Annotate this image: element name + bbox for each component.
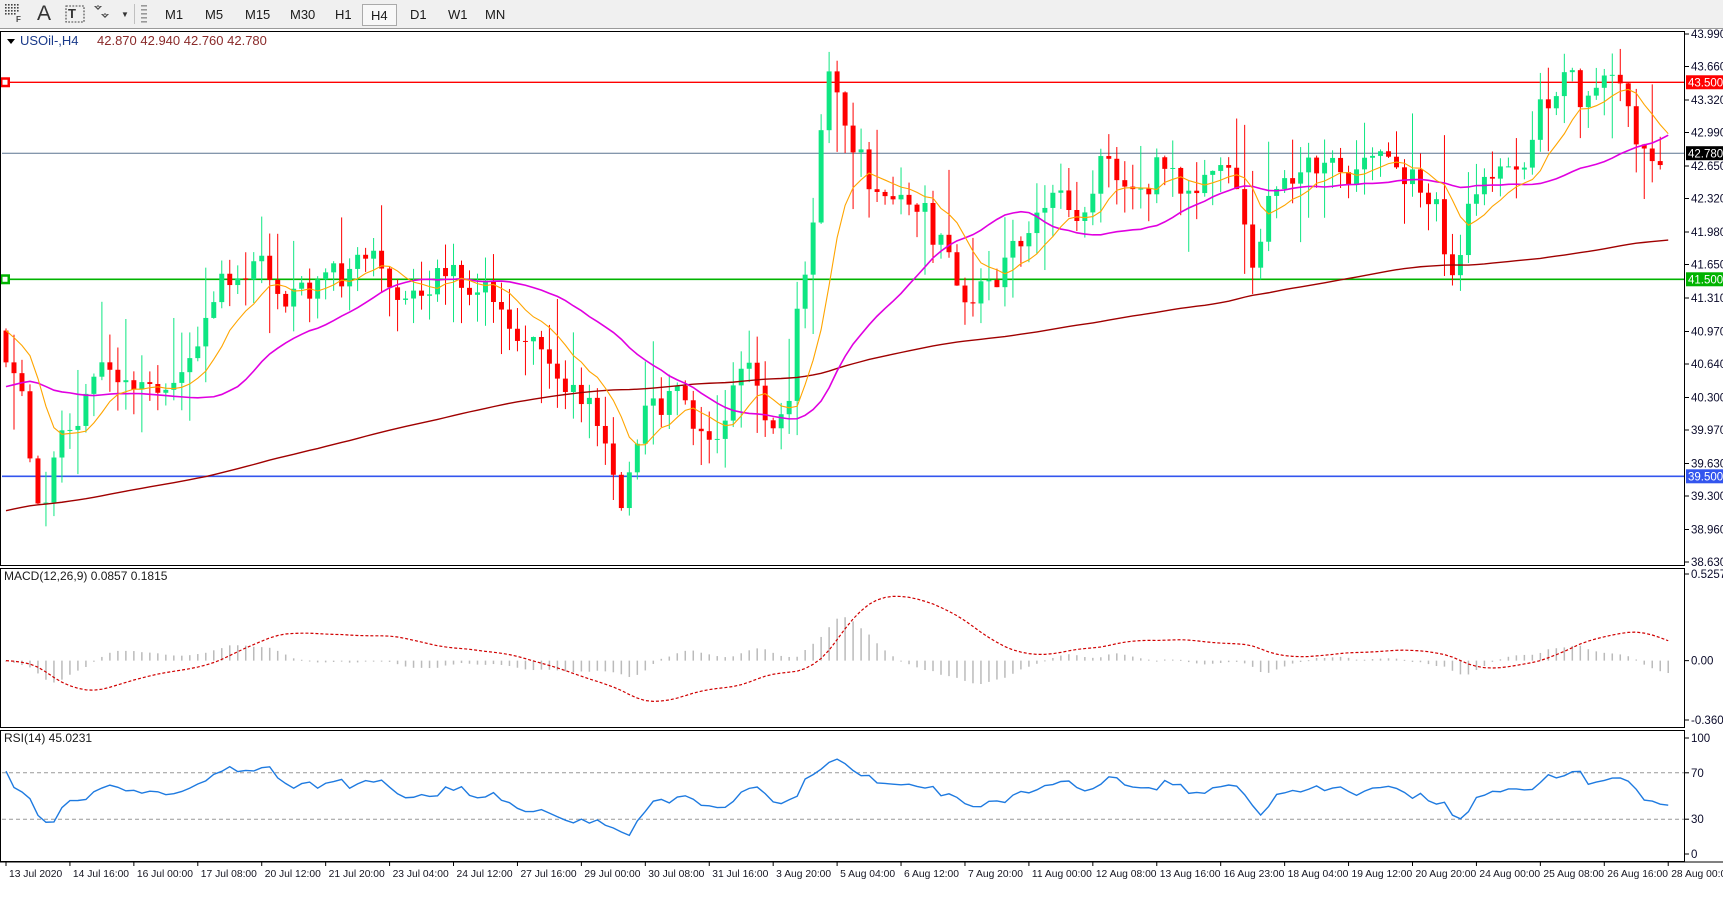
svg-text:30 Jul 08:00: 30 Jul 08:00 bbox=[648, 869, 704, 880]
svg-text:19 Aug 12:00: 19 Aug 12:00 bbox=[1352, 869, 1413, 880]
svg-text:27 Jul 16:00: 27 Jul 16:00 bbox=[520, 869, 576, 880]
svg-text:21 Jul 20:00: 21 Jul 20:00 bbox=[329, 869, 385, 880]
svg-text:39.970: 39.970 bbox=[1691, 425, 1723, 437]
svg-text:-0.3603: -0.3603 bbox=[1691, 715, 1723, 727]
svg-text:28 Aug 00:00: 28 Aug 00:00 bbox=[1671, 869, 1723, 880]
svg-text:17 Jul 08:00: 17 Jul 08:00 bbox=[201, 869, 257, 880]
svg-text:25 Aug 08:00: 25 Aug 08:00 bbox=[1543, 869, 1604, 880]
svg-text:43.500: 43.500 bbox=[1688, 77, 1723, 89]
svg-text:20 Jul 12:00: 20 Jul 12:00 bbox=[265, 869, 321, 880]
svg-text:42.650: 42.650 bbox=[1691, 161, 1723, 173]
svg-text:39.300: 39.300 bbox=[1691, 491, 1723, 503]
svg-text:41.980: 41.980 bbox=[1691, 227, 1723, 239]
svg-text:16 Aug 23:00: 16 Aug 23:00 bbox=[1224, 869, 1285, 880]
svg-text:42.870 42.940 42.760 42.780: 42.870 42.940 42.760 42.780 bbox=[97, 33, 267, 48]
svg-text:14 Jul 16:00: 14 Jul 16:00 bbox=[73, 869, 129, 880]
svg-text:38.630: 38.630 bbox=[1691, 557, 1723, 569]
svg-text:41.500: 41.500 bbox=[1688, 274, 1723, 286]
svg-text:11 Aug 00:00: 11 Aug 00:00 bbox=[1032, 869, 1092, 880]
svg-text:24 Aug 00:00: 24 Aug 00:00 bbox=[1479, 869, 1540, 880]
svg-text:13 Aug 16:00: 13 Aug 16:00 bbox=[1160, 869, 1221, 880]
svg-text:70: 70 bbox=[1691, 768, 1704, 780]
svg-text:31 Jul 16:00: 31 Jul 16:00 bbox=[712, 869, 768, 880]
svg-text:100: 100 bbox=[1691, 733, 1710, 745]
svg-text:RSI(14) 45.0231: RSI(14) 45.0231 bbox=[4, 731, 92, 745]
svg-text:3 Aug 20:00: 3 Aug 20:00 bbox=[776, 869, 831, 880]
svg-text:6 Aug 12:00: 6 Aug 12:00 bbox=[904, 869, 959, 880]
svg-text:USOil-,H4: USOil-,H4 bbox=[20, 33, 79, 48]
svg-text:38.960: 38.960 bbox=[1691, 525, 1723, 537]
svg-text:29 Jul 00:00: 29 Jul 00:00 bbox=[584, 869, 640, 880]
svg-text:0.5257: 0.5257 bbox=[1691, 569, 1723, 581]
svg-text:30: 30 bbox=[1691, 814, 1704, 826]
svg-text:40.300: 40.300 bbox=[1691, 393, 1723, 405]
svg-text:23 Jul 04:00: 23 Jul 04:00 bbox=[393, 869, 449, 880]
svg-text:43.320: 43.320 bbox=[1691, 95, 1723, 107]
svg-text:0: 0 bbox=[1691, 849, 1697, 861]
svg-text:39.500: 39.500 bbox=[1688, 471, 1723, 483]
svg-text:5 Aug 04:00: 5 Aug 04:00 bbox=[840, 869, 895, 880]
svg-text:16 Jul 00:00: 16 Jul 00:00 bbox=[137, 869, 193, 880]
svg-text:13 Jul 2020: 13 Jul 2020 bbox=[9, 869, 63, 880]
svg-text:7 Aug 20:00: 7 Aug 20:00 bbox=[968, 869, 1023, 880]
svg-text:41.310: 41.310 bbox=[1691, 293, 1723, 305]
svg-text:40.640: 40.640 bbox=[1691, 359, 1723, 371]
svg-text:26 Aug 16:00: 26 Aug 16:00 bbox=[1607, 869, 1668, 880]
svg-text:41.650: 41.650 bbox=[1691, 260, 1723, 272]
svg-text:18 Aug 04:00: 18 Aug 04:00 bbox=[1288, 869, 1349, 880]
svg-text:24 Jul 12:00: 24 Jul 12:00 bbox=[457, 869, 513, 880]
svg-text:0.00: 0.00 bbox=[1691, 656, 1713, 668]
svg-text:42.780: 42.780 bbox=[1688, 148, 1723, 160]
svg-text:42.990: 42.990 bbox=[1691, 128, 1723, 140]
svg-text:20 Aug 20:00: 20 Aug 20:00 bbox=[1415, 869, 1476, 880]
svg-text:MACD(12,26,9) 0.0857 0.1815: MACD(12,26,9) 0.0857 0.1815 bbox=[4, 569, 168, 583]
svg-text:40.970: 40.970 bbox=[1691, 327, 1723, 339]
svg-text:39.630: 39.630 bbox=[1691, 459, 1723, 471]
svg-text:42.320: 42.320 bbox=[1691, 194, 1723, 206]
svg-text:43.660: 43.660 bbox=[1691, 62, 1723, 74]
svg-text:12 Aug 08:00: 12 Aug 08:00 bbox=[1096, 869, 1157, 880]
svg-text:43.990: 43.990 bbox=[1691, 29, 1723, 41]
